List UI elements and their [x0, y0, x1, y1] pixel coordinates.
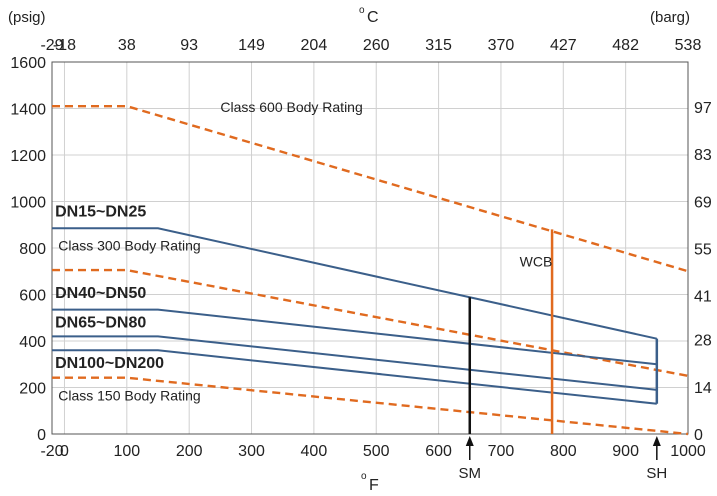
- x-tick-label: 600: [425, 443, 452, 460]
- wcb-label: WCB: [520, 254, 553, 270]
- top-tick-label: 93: [180, 37, 198, 54]
- y-tick-label: 1200: [10, 148, 46, 165]
- x-tick-label: 1000: [670, 443, 706, 460]
- sm-arrow-marker: [465, 436, 474, 446]
- y-tick-label: 1000: [10, 195, 46, 212]
- top-tick-label: 315: [425, 37, 452, 54]
- sh-arrow-marker: [652, 436, 661, 446]
- x-tick-label: 700: [488, 443, 515, 460]
- y-tick-label: 0: [37, 427, 46, 444]
- series-label: Class 300 Body Rating: [58, 237, 200, 253]
- x-tick-label: 0: [60, 443, 69, 460]
- x-tick-label: 500: [363, 443, 390, 460]
- y-axis-unit-label: (psig): [8, 9, 46, 26]
- x-tick-label: 400: [301, 443, 328, 460]
- top-tick-label: 204: [301, 37, 328, 54]
- x-tick-label: 900: [612, 443, 639, 460]
- series-label: DN15~DN25: [55, 204, 146, 221]
- sm-label: SM: [459, 465, 482, 482]
- right-tick-label: 97: [694, 100, 712, 117]
- top-axis-unit-degree: o: [359, 5, 365, 16]
- top-tick-label: 370: [488, 37, 515, 54]
- series-line-dn15-dn25: [52, 227, 658, 340]
- bottom-x-axis-ticks: -200 100 200 300 400 500 600 700 800 900 1000: [40, 443, 705, 460]
- y-tick-label: 800: [19, 241, 46, 258]
- right-tick-label: 55: [694, 241, 712, 258]
- series-labels-layer: Class 600 Body Rating Class 300 Body Rati…: [55, 99, 363, 403]
- y-tick-label: 400: [19, 334, 46, 351]
- right-y-axis-ticks: 0 14 28 41 55 69 83 97: [694, 100, 712, 444]
- y-tick-label: 200: [19, 381, 46, 398]
- right-axis-unit-label: (barg): [650, 9, 690, 26]
- y-tick-label: 600: [19, 288, 46, 305]
- x-axis-unit-label: F: [369, 477, 379, 494]
- x-tick-label: -20: [40, 443, 63, 460]
- top-tick-label: 260: [363, 37, 390, 54]
- x-tick-label: 300: [238, 443, 265, 460]
- y-tick-label: 1600: [10, 55, 46, 72]
- sh-label: SH: [646, 465, 667, 482]
- top-tick-label: -18: [53, 37, 76, 54]
- vertical-lines-layer: SM WCB SH: [459, 229, 667, 482]
- top-tick-label: 427: [550, 37, 577, 54]
- x-tick-label: 800: [550, 443, 577, 460]
- series-line-dn100-dn200: [52, 349, 657, 405]
- top-tick-label: 482: [612, 37, 639, 54]
- right-tick-label: 69: [694, 194, 712, 211]
- series-label: Class 150 Body Rating: [58, 387, 200, 403]
- plot-frame: [51, 61, 689, 435]
- series-label: DN40~DN50: [55, 285, 146, 302]
- right-tick-label: 83: [694, 147, 712, 164]
- top-tick-label: 538: [675, 37, 702, 54]
- series-line-dn40-dn50: [52, 308, 657, 366]
- right-tick-label: 0: [694, 427, 703, 444]
- series-label: DN100~DN200: [55, 355, 164, 372]
- series-line-class-150-body-rating: [52, 376, 689, 436]
- top-tick-label: -29: [40, 37, 63, 54]
- right-tick-label: 14: [694, 380, 712, 397]
- top-axis-unit-label: C: [367, 9, 379, 26]
- series-label: Class 600 Body Rating: [220, 99, 362, 115]
- left-y-axis-ticks: 0 200 400 600 800 1000 1200 1400 1600: [10, 55, 46, 444]
- top-tick-label: 149: [238, 37, 265, 54]
- x-tick-label: 100: [113, 443, 140, 460]
- top-x-axis-ticks: -29-18 38 93 149 204 260 315 370 427 482 538: [40, 37, 701, 54]
- x-axis-unit-degree: o: [361, 471, 367, 482]
- right-tick-label: 41: [694, 289, 712, 306]
- series-line-dn65-dn80: [52, 335, 657, 391]
- series-layer: [52, 104, 689, 436]
- right-tick-label: 28: [694, 333, 712, 350]
- x-tick-label: 200: [176, 443, 203, 460]
- top-tick-label: 38: [118, 37, 136, 54]
- y-tick-label: 1400: [10, 102, 46, 119]
- series-line-class-300-body-rating: [52, 268, 689, 378]
- series-label: DN65~DN80: [55, 315, 146, 332]
